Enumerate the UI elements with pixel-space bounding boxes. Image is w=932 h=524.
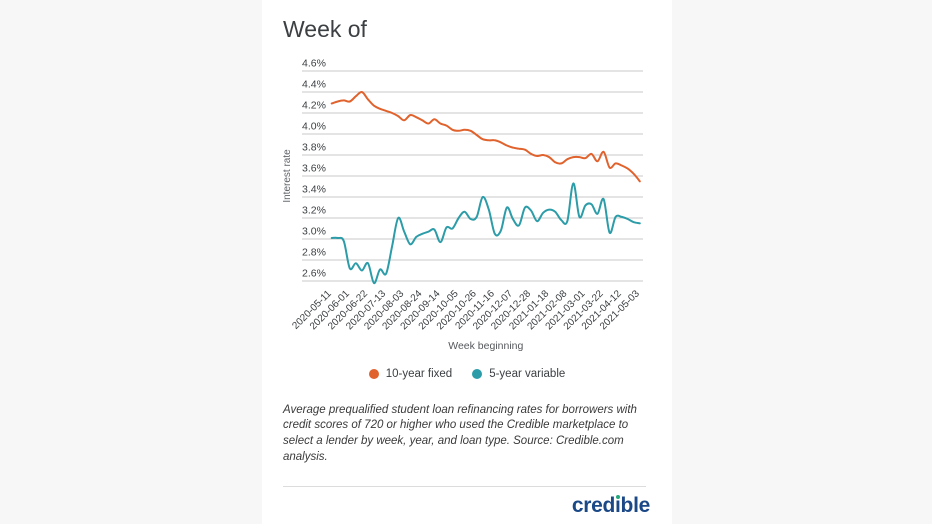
svg-text:3.2%: 3.2% — [302, 204, 326, 216]
legend-label-5-year-variable: 5-year variable — [489, 367, 566, 380]
svg-text:2.8%: 2.8% — [302, 246, 326, 258]
legend-item-10-year-fixed: 10-year fixed — [368, 367, 453, 380]
chart-legend: 10-year fixed 5-year variable — [262, 368, 672, 380]
svg-text:4.4%: 4.4% — [302, 78, 326, 90]
footer-divider — [283, 486, 646, 488]
svg-text:2.6%: 2.6% — [302, 267, 326, 279]
chart-card: Week of 4.6% 4.4% 4.2% 4.0% 3.8% 3.6% 3.4% 3.2%… — [262, 0, 672, 524]
credible-logo: credı ble — [572, 494, 650, 517]
source-footnote: Average prequalified student loan refina… — [283, 403, 637, 464]
rates-line-chart: 4.6% 4.4% 4.2% 4.0% 3.8% 3.6% 3.4% 3.2% 3.0% 2.8%… — [282, 57, 643, 352]
svg-text:3.0%: 3.0% — [302, 225, 326, 237]
footer-branding: credı ble — [262, 494, 650, 517]
legend-swatch-5-year-variable-icon — [472, 368, 483, 379]
logo-text-post: ble — [620, 494, 651, 518]
svg-text:Week beginning: Week beginning — [448, 340, 523, 352]
svg-text:4.2%: 4.2% — [302, 99, 326, 111]
svg-text:4.0%: 4.0% — [302, 120, 326, 132]
logo-text-pre: cred — [571, 494, 615, 518]
svg-text:Interest rate: Interest rate — [282, 148, 293, 202]
svg-text:4.6%: 4.6% — [302, 57, 326, 69]
svg-text:3.8%: 3.8% — [302, 141, 326, 153]
logo-letter-i: ı — [615, 494, 621, 518]
svg-text:3.6%: 3.6% — [302, 162, 326, 174]
page-title: Week of — [283, 16, 367, 42]
legend-item-5-year-variable: 5-year variable — [472, 368, 565, 380]
legend-label-10-year-fixed: 10-year fixed — [385, 367, 453, 380]
legend-swatch-10-year-fixed-icon — [368, 368, 379, 379]
svg-text:3.4%: 3.4% — [302, 183, 326, 195]
logo-i-dot-icon — [616, 495, 620, 500]
